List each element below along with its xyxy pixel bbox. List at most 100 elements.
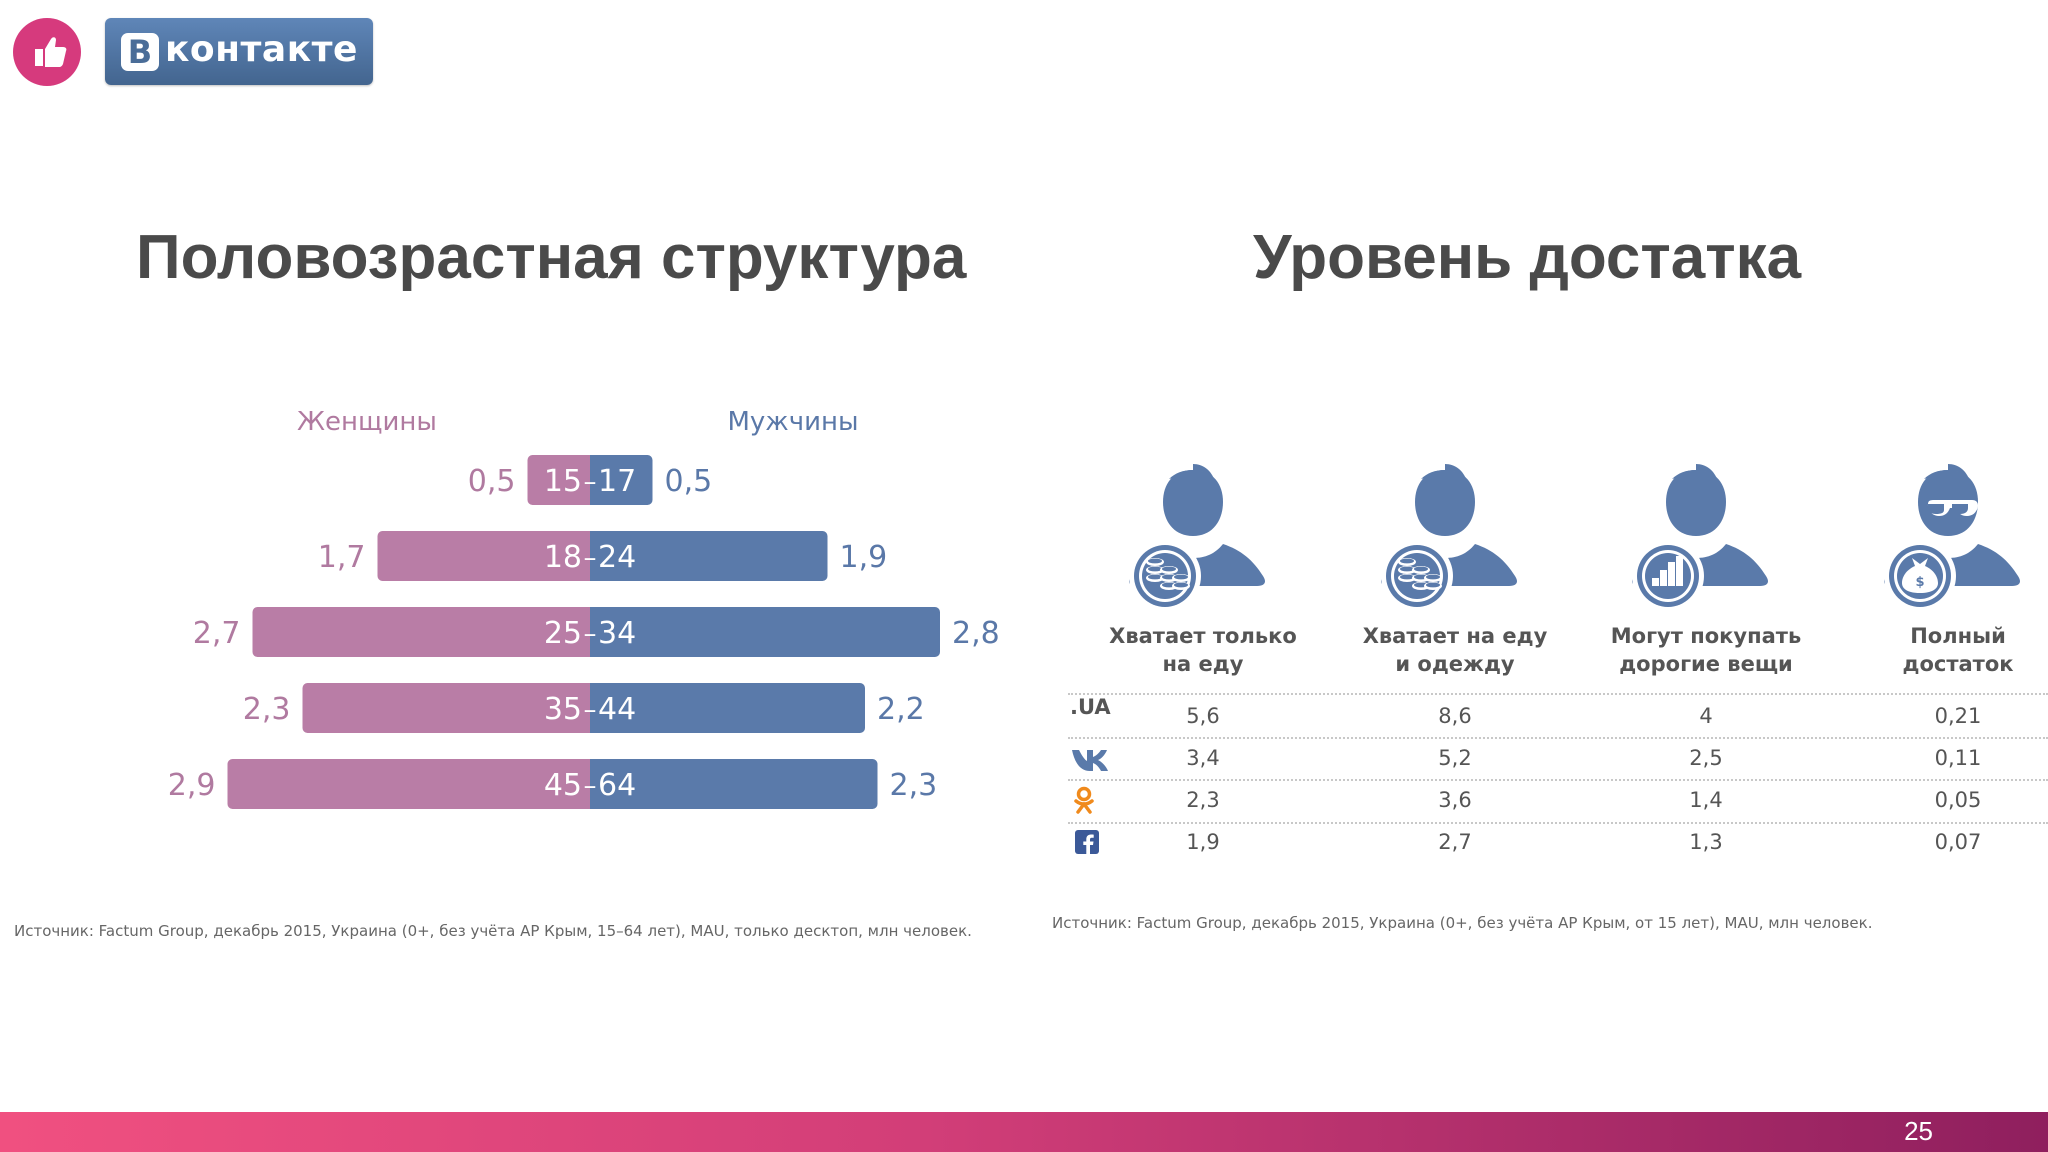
svg-text:$: $ xyxy=(1915,575,1924,590)
age-label-dash: – xyxy=(584,619,597,649)
right-source-note: Источник: Factum Group, декабрь 2015, Ук… xyxy=(1052,914,1873,932)
value-label-men: 1,9 xyxy=(840,540,888,575)
vk-logo-text: контакте xyxy=(165,29,358,70)
wealth-column-caption: Хватает на еду и одежду xyxy=(1345,622,1565,678)
age-label-end: 44 xyxy=(598,692,636,727)
person-chart-icon xyxy=(1632,464,1768,612)
value-label-men: 2,8 xyxy=(952,616,1000,651)
like-logo xyxy=(13,18,81,86)
bar-men-join xyxy=(590,759,596,809)
legend-women: Женщины xyxy=(297,407,437,437)
value-label-women: 2,9 xyxy=(168,768,216,803)
table-cell: 3,6 xyxy=(1438,788,1472,812)
caption-line-2: и одежду xyxy=(1395,652,1515,676)
value-label-women: 2,7 xyxy=(193,616,241,651)
caption-line-2: достаток xyxy=(1902,652,2014,676)
table-row: 2,3 3,6 1,4 0,05 xyxy=(1068,779,2048,821)
person-coins-icon xyxy=(1381,464,1517,612)
caption-line-1: Хватает на еду xyxy=(1362,624,1548,648)
age-label-dash: – xyxy=(584,771,597,801)
odnoklassniki-icon xyxy=(1074,786,1094,814)
table-cell: 2,3 xyxy=(1186,788,1220,812)
value-label-men: 2,2 xyxy=(877,692,925,727)
age-label-end: 24 xyxy=(598,540,636,575)
age-label-start: 15 xyxy=(544,464,582,499)
table-cell: 0,11 xyxy=(1934,746,1982,770)
bar-men-join xyxy=(590,531,596,581)
vk-icon xyxy=(1072,750,1108,771)
left-section-title: Половозрастная структура xyxy=(136,223,967,292)
table-cell: 0,05 xyxy=(1934,788,1982,812)
wealth-column-caption: Полный достаток xyxy=(1848,622,2048,678)
person-moneybag-icon: $ xyxy=(1884,464,2020,612)
age-label-end: 34 xyxy=(598,616,636,651)
table-cell: 2,5 xyxy=(1689,746,1723,770)
table-cell: 8,6 xyxy=(1438,704,1472,728)
age-label-start: 18 xyxy=(544,540,582,575)
age-label-start: 35 xyxy=(544,692,582,727)
table-divider xyxy=(1068,779,2048,781)
table-cell: 0,07 xyxy=(1934,830,1982,854)
table-row: 1,9 2,7 1,3 0,07 xyxy=(1068,821,2048,863)
table-cell: 5,2 xyxy=(1438,746,1472,770)
vkontakte-logo: В контакте xyxy=(105,18,373,85)
age-label-end: 17 xyxy=(598,464,636,499)
vk-logo-letter: В xyxy=(121,33,159,71)
table-cell: 1,9 xyxy=(1186,830,1220,854)
bar-men xyxy=(590,455,653,505)
bar-women xyxy=(377,531,596,581)
bar-men xyxy=(590,531,828,581)
table-cell: 1,3 xyxy=(1689,830,1723,854)
value-label-men: 0,5 xyxy=(665,464,713,499)
page-number: 25 xyxy=(1904,1116,1933,1146)
bar-men-join xyxy=(590,607,596,657)
bar-women xyxy=(302,683,596,733)
wealth-column-caption: Могут покупать дорогие вещи xyxy=(1596,622,1816,678)
bar-men xyxy=(590,683,865,733)
row-label-ua: .UA xyxy=(1070,695,1111,719)
caption-line-2: дорогие вещи xyxy=(1619,652,1793,676)
table-divider xyxy=(1068,822,2048,824)
footer-bar xyxy=(0,1112,2048,1152)
value-label-men: 2,3 xyxy=(890,768,938,803)
age-label-dash: – xyxy=(584,467,597,497)
table-cell: 4 xyxy=(1699,704,1713,728)
caption-line-1: Хватает только xyxy=(1109,624,1297,648)
age-label-dash: – xyxy=(584,543,597,573)
age-label-end: 64 xyxy=(598,768,636,803)
bar-men-join xyxy=(590,683,596,733)
table-row: 3,4 5,2 2,5 0,11 xyxy=(1068,737,2048,779)
caption-line-2: на еду xyxy=(1162,652,1244,676)
table-divider xyxy=(1068,693,2048,695)
wealth-column-4: $ Полный достаток xyxy=(1848,460,2048,678)
bar-men-join xyxy=(590,455,596,505)
bar-women xyxy=(227,759,596,809)
legend-men: Мужчины xyxy=(727,407,858,437)
table-cell: 2,7 xyxy=(1438,830,1472,854)
age-label-start: 25 xyxy=(544,616,582,651)
wealth-column-1: Хватает только на еду xyxy=(1093,460,1313,678)
bar-men xyxy=(590,607,940,657)
table-cell: 3,4 xyxy=(1186,746,1220,770)
caption-line-1: Могут покупать xyxy=(1610,624,1802,648)
thumbs-up-icon xyxy=(35,37,67,67)
table-cell: 5,6 xyxy=(1186,704,1220,728)
value-label-women: 2,3 xyxy=(243,692,291,727)
left-source-note: Источник: Factum Group, декабрь 2015, Ук… xyxy=(14,922,972,940)
right-section-title: Уровень достатка xyxy=(1253,223,1802,292)
value-label-women: 1,7 xyxy=(318,540,366,575)
table-divider xyxy=(1068,737,2048,739)
caption-line-1: Полный xyxy=(1910,624,2006,648)
bar-women xyxy=(527,455,596,505)
age-label-start: 45 xyxy=(544,768,582,803)
facebook-icon xyxy=(1075,830,1099,854)
bar-women xyxy=(252,607,596,657)
age-label-dash: – xyxy=(584,695,597,725)
person-coins-icon xyxy=(1129,464,1265,612)
value-label-women: 0,5 xyxy=(468,464,516,499)
table-row: .UA 5,6 8,6 4 0,21 xyxy=(1068,695,2048,737)
table-cell: 1,4 xyxy=(1689,788,1723,812)
wealth-column-3: Могут покупать дорогие вещи xyxy=(1596,460,1816,678)
bar-men xyxy=(590,759,878,809)
